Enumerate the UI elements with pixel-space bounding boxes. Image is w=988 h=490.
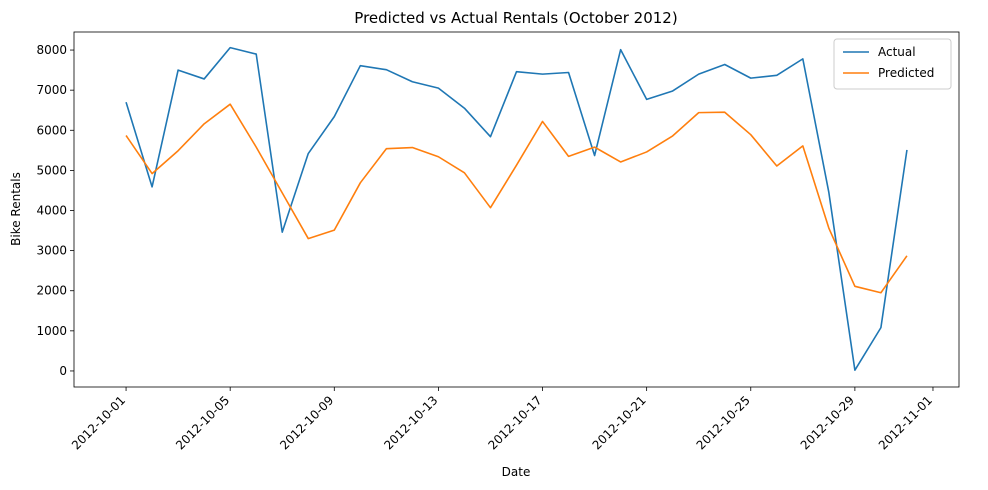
y-tick-label: 0 <box>59 364 67 378</box>
y-tick-label: 4000 <box>36 204 67 218</box>
y-tick-label: 3000 <box>36 244 67 258</box>
y-tick-label: 6000 <box>36 123 67 137</box>
x-tick-label: 2012-10-29 <box>798 393 857 452</box>
x-tick-label: 2012-10-17 <box>485 393 544 452</box>
plot-area <box>74 32 959 387</box>
legend-entry-predicted: Predicted <box>878 66 934 80</box>
x-tick-label: 2012-10-13 <box>381 393 440 452</box>
y-axis-label: Bike Rentals <box>9 172 23 246</box>
x-tick-label: 2012-10-21 <box>590 393 649 452</box>
y-tick-label: 1000 <box>36 324 67 338</box>
chart-title: Predicted vs Actual Rentals (October 201… <box>354 9 677 27</box>
x-tick-label: 2012-10-05 <box>173 393 232 452</box>
series-line-actual <box>125 46 908 371</box>
series-line-predicted <box>125 103 908 294</box>
x-tick-label: 2012-10-09 <box>277 393 336 452</box>
x-tick-label: 2012-10-25 <box>694 393 753 452</box>
y-tick-label: 2000 <box>36 284 67 298</box>
y-tick-label: 8000 <box>36 43 67 57</box>
y-tick-label: 7000 <box>36 83 67 97</box>
x-axis-label: Date <box>502 465 531 479</box>
y-tick-label: 5000 <box>36 163 67 177</box>
x-tick-label: 2012-11-01 <box>876 393 935 452</box>
legend: Actual Predicted <box>833 38 952 90</box>
plot-frame <box>73 31 960 388</box>
x-tick-label: 2012-10-01 <box>69 393 128 452</box>
legend-entry-actual: Actual <box>878 45 916 59</box>
